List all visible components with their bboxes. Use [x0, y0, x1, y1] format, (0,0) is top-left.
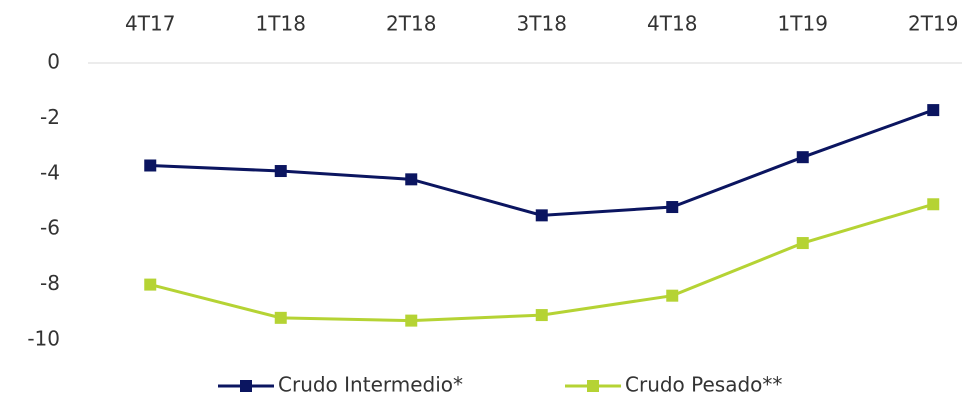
point-marker	[144, 278, 157, 291]
point-marker	[535, 309, 548, 322]
point-marker	[274, 311, 287, 324]
point-marker	[927, 198, 940, 211]
y-tick-label: -10	[27, 327, 60, 351]
point-marker	[535, 209, 548, 222]
legend-label: Crudo Intermedio*	[278, 373, 463, 397]
point-marker	[405, 314, 418, 327]
legend-marker	[240, 380, 252, 392]
y-tick-label: -6	[40, 216, 60, 240]
series-line	[149, 202, 934, 323]
x-tick-label: 4T17	[125, 12, 175, 36]
point-marker	[927, 104, 940, 117]
y-tick-label: -4	[40, 160, 60, 184]
x-tick-label: 4T18	[647, 12, 697, 36]
point-marker	[405, 173, 418, 186]
y-tick-label: -2	[40, 105, 60, 129]
point-marker	[274, 165, 287, 178]
x-tick-label: 2T18	[386, 12, 436, 36]
y-tick-label: -8	[40, 271, 60, 295]
legend-marker	[587, 380, 599, 392]
point-marker	[144, 159, 157, 172]
x-tick-label: 1T18	[256, 12, 306, 36]
legend-label: Crudo Pesado**	[625, 373, 782, 397]
point-marker	[666, 289, 679, 302]
point-marker	[796, 237, 809, 250]
x-tick-label: 1T19	[778, 12, 828, 36]
x-tick-label: 2T19	[908, 12, 958, 36]
x-tick-label: 3T18	[517, 12, 567, 36]
point-marker	[796, 151, 809, 164]
y-tick-label: 0	[47, 50, 60, 74]
point-marker	[666, 201, 679, 214]
series-line	[150, 108, 934, 217]
